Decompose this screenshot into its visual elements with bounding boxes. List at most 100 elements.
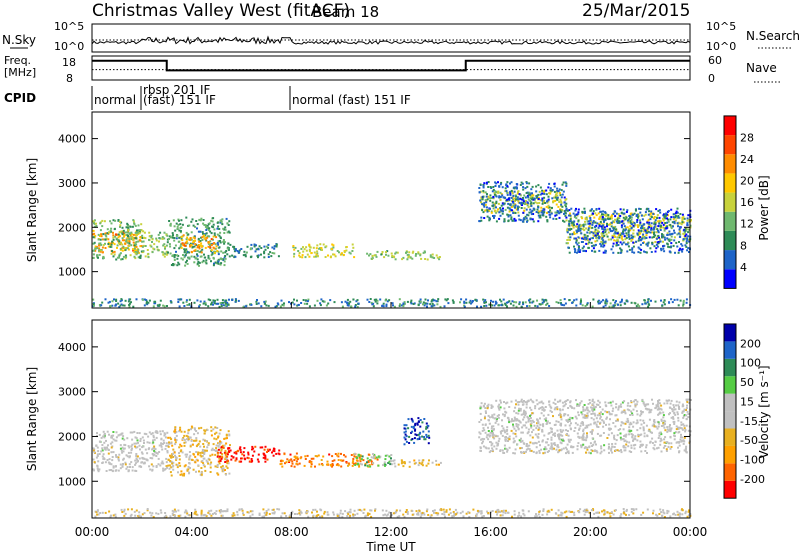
scatter-cell xyxy=(666,232,669,235)
scatter-cell xyxy=(630,433,633,435)
scatter-cell xyxy=(196,459,199,462)
scatter-cell xyxy=(347,462,350,465)
scatter-cell xyxy=(128,304,131,306)
scatter-cell xyxy=(657,421,660,424)
scatter-cell xyxy=(512,212,515,214)
scatter-cell xyxy=(188,472,190,475)
scatter-cell xyxy=(591,407,594,410)
scatter-cell xyxy=(381,251,384,253)
freq-right-tick-top: 60 xyxy=(708,54,722,67)
scatter-cell xyxy=(409,256,412,259)
scatter-cell xyxy=(331,455,334,458)
scatter-cell xyxy=(673,229,675,232)
scatter-cell xyxy=(185,231,188,234)
scatter-cell xyxy=(627,233,630,236)
scatter-cell xyxy=(658,399,661,402)
scatter-cell xyxy=(499,191,502,194)
scatter-cell xyxy=(189,238,192,241)
scatter-cell xyxy=(638,237,640,240)
scatter-cell xyxy=(508,300,511,303)
scatter-cell xyxy=(300,302,303,304)
scatter-cell xyxy=(495,211,498,214)
scatter-cell xyxy=(182,301,185,304)
scatter-cell xyxy=(599,242,602,245)
scatter-cell xyxy=(511,196,514,199)
scatter-cell xyxy=(669,424,671,426)
scatter-cell xyxy=(196,258,199,261)
colorbar-segment xyxy=(724,192,736,212)
scatter-cell xyxy=(195,445,198,448)
scatter-cell xyxy=(225,465,228,468)
scatter-cell xyxy=(331,243,334,246)
scatter-cell xyxy=(645,243,648,246)
scatter-cell xyxy=(622,228,625,231)
scatter-cell xyxy=(561,183,564,186)
scatter-cell xyxy=(662,247,665,250)
scatter-cell xyxy=(573,220,576,223)
scatter-cell xyxy=(601,227,604,230)
scatter-cell xyxy=(210,244,213,246)
scatter-cell xyxy=(587,229,590,231)
scatter-cell xyxy=(611,236,614,239)
scatter-cell xyxy=(489,441,491,443)
scatter-cell xyxy=(620,224,623,227)
scatter-cell xyxy=(205,259,208,262)
scatter-cell xyxy=(596,229,599,232)
scatter-cell xyxy=(183,256,186,259)
scatter-cell xyxy=(677,446,679,449)
scatter-cell xyxy=(524,187,527,190)
scatter-cell xyxy=(150,234,153,237)
scatter-cell xyxy=(512,452,515,455)
scatter-cell xyxy=(513,217,516,220)
scatter-cell xyxy=(158,444,161,447)
scatter-cell xyxy=(224,255,227,257)
scatter-cell xyxy=(244,458,247,461)
scatter-cell xyxy=(516,205,519,208)
scatter-cell xyxy=(336,250,339,252)
scatter-cell xyxy=(194,225,197,228)
scatter-cell xyxy=(492,188,495,191)
scatter-cell xyxy=(166,450,169,452)
scatter-cell xyxy=(123,438,126,441)
scatter-cell xyxy=(687,429,690,432)
scatter-cell xyxy=(660,418,663,421)
scatter-cell xyxy=(354,305,357,308)
scatter-cell xyxy=(632,235,634,238)
scatter-cell xyxy=(140,250,143,253)
scatter-cell xyxy=(512,204,515,207)
scatter-cell xyxy=(255,248,258,251)
scatter-cell xyxy=(227,242,230,245)
scatter-cell xyxy=(618,217,621,220)
scatter-cell xyxy=(534,201,537,204)
colorbar-segment xyxy=(724,269,736,289)
scatter-cell xyxy=(579,402,582,405)
scatter-cell xyxy=(613,227,616,230)
scatter-cell xyxy=(452,300,455,303)
scatter-cell xyxy=(176,264,179,267)
scatter-cell xyxy=(552,217,555,220)
scatter-cell xyxy=(115,237,118,240)
scatter-cell xyxy=(532,442,535,445)
scatter-cell xyxy=(198,264,200,267)
scatter-cell xyxy=(478,436,481,439)
scatter-cell xyxy=(418,432,421,435)
scatter-cell xyxy=(529,434,532,437)
scatter-cell xyxy=(535,190,538,193)
scatter-cell xyxy=(530,449,533,452)
scatter-cell xyxy=(127,300,130,303)
scatter-cell xyxy=(625,216,628,219)
scatter-cell xyxy=(369,298,372,300)
scatter-cell xyxy=(491,201,494,204)
scatter-cell xyxy=(351,461,354,464)
scatter-cell xyxy=(115,233,117,236)
scatter-cell xyxy=(493,192,496,194)
scatter-cell xyxy=(529,414,531,417)
scatter-cell xyxy=(669,447,672,450)
scatter-cell xyxy=(656,214,659,217)
scatter-cell xyxy=(536,422,539,425)
scatter-cell xyxy=(528,305,531,307)
scatter-cell xyxy=(483,301,486,304)
scatter-cell xyxy=(520,202,523,205)
scatter-cell xyxy=(333,301,336,304)
scatter-cell xyxy=(583,207,586,210)
